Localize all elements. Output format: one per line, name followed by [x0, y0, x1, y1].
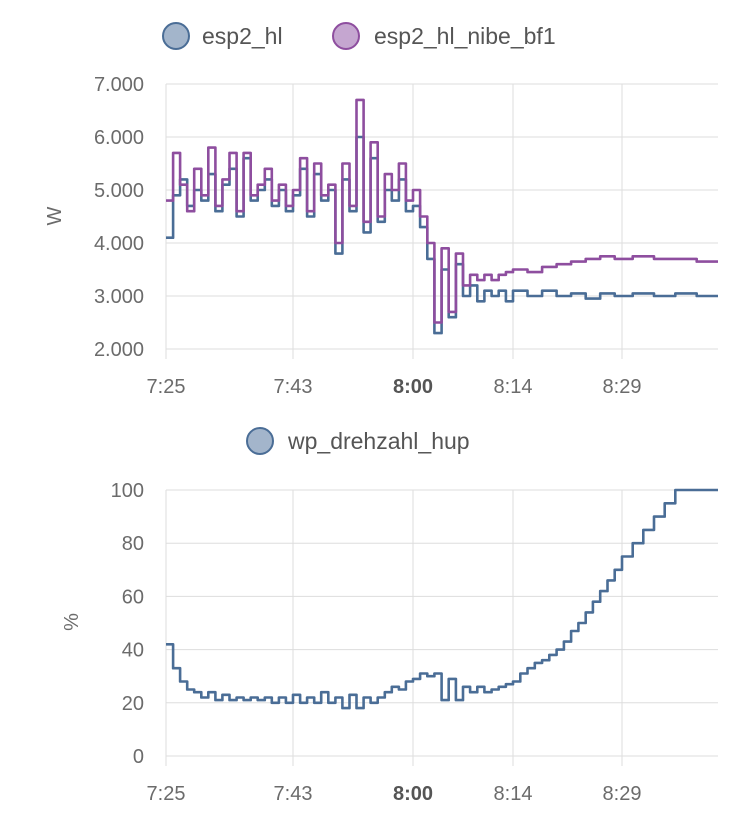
series-line-wp-drehzahl-hup[interactable] — [166, 488, 718, 710]
x-tick-label: 7:43 — [274, 376, 313, 398]
y-tick-label: 6.000 — [94, 127, 144, 149]
speed-y-axis-title: % — [61, 613, 83, 631]
speed-legend: wp_drehzahl_hup — [246, 427, 470, 455]
y-tick-label: 20 — [122, 693, 144, 715]
x-tick-label: 7:25 — [147, 376, 186, 398]
power-x-ticks: 7:25 7:43 8:00 8:14 8:29 — [147, 376, 642, 398]
y-tick-label: 80 — [122, 533, 144, 555]
y-tick-label: 7.000 — [94, 74, 144, 96]
x-tick-label: 8:29 — [603, 783, 642, 805]
legend-swatch-wp-drehzahl-hup — [246, 427, 274, 455]
speed-chart: wp_drehzahl_hup % 0 20 40 60 80 100 7:25 7:43 8… — [61, 427, 718, 805]
legend-swatch-esp2-hl-nibe-bf1 — [332, 22, 360, 50]
series-line-esp2-hl[interactable] — [166, 135, 718, 335]
y-tick-label: 3.000 — [94, 286, 144, 308]
y-tick-label: 5.000 — [94, 180, 144, 202]
x-tick-label: 8:29 — [603, 376, 642, 398]
x-tick-label: 7:25 — [147, 783, 186, 805]
y-tick-label: 4.000 — [94, 233, 144, 255]
y-tick-label: 60 — [122, 586, 144, 608]
x-tick-label: 7:43 — [274, 783, 313, 805]
y-tick-label: 40 — [122, 640, 144, 662]
legend-swatch-esp2-hl — [162, 22, 190, 50]
power-series — [166, 98, 718, 335]
speed-series — [166, 488, 718, 710]
legend-item-wp-drehzahl-hup[interactable]: wp_drehzahl_hup — [246, 427, 470, 455]
y-tick-label: 2.000 — [94, 339, 144, 361]
series-line-esp2-hl-nibe-bf1[interactable] — [166, 98, 718, 324]
legend-label-esp2-hl: esp2_hl — [202, 23, 283, 49]
legend-item-esp2-hl-nibe-bf1[interactable]: esp2_hl_nibe_bf1 — [332, 22, 556, 50]
power-y-ticks: 2.000 3.000 4.000 5.000 6.000 7.000 — [94, 74, 144, 361]
x-tick-label: 8:00 — [393, 783, 433, 805]
x-tick-label: 8:14 — [494, 376, 533, 398]
y-tick-label: 0 — [133, 746, 144, 768]
legend-label-esp2-hl-nibe-bf1: esp2_hl_nibe_bf1 — [374, 23, 556, 49]
x-tick-label: 8:00 — [393, 376, 433, 398]
power-legend: esp2_hl esp2_hl_nibe_bf1 — [162, 22, 556, 50]
speed-y-ticks: 0 20 40 60 80 100 — [111, 480, 144, 768]
legend-item-esp2-hl[interactable]: esp2_hl — [162, 22, 283, 50]
legend-label-wp-drehzahl-hup: wp_drehzahl_hup — [287, 428, 470, 454]
power-y-axis-title: W — [44, 206, 66, 225]
speed-grid — [165, 489, 718, 766]
x-tick-label: 8:14 — [494, 783, 533, 805]
speed-x-ticks: 7:25 7:43 8:00 8:14 8:29 — [147, 783, 642, 805]
y-tick-label: 100 — [111, 480, 144, 502]
power-chart: esp2_hl esp2_hl_nibe_bf1 W 2.000 3.000 4.0… — [44, 22, 718, 398]
